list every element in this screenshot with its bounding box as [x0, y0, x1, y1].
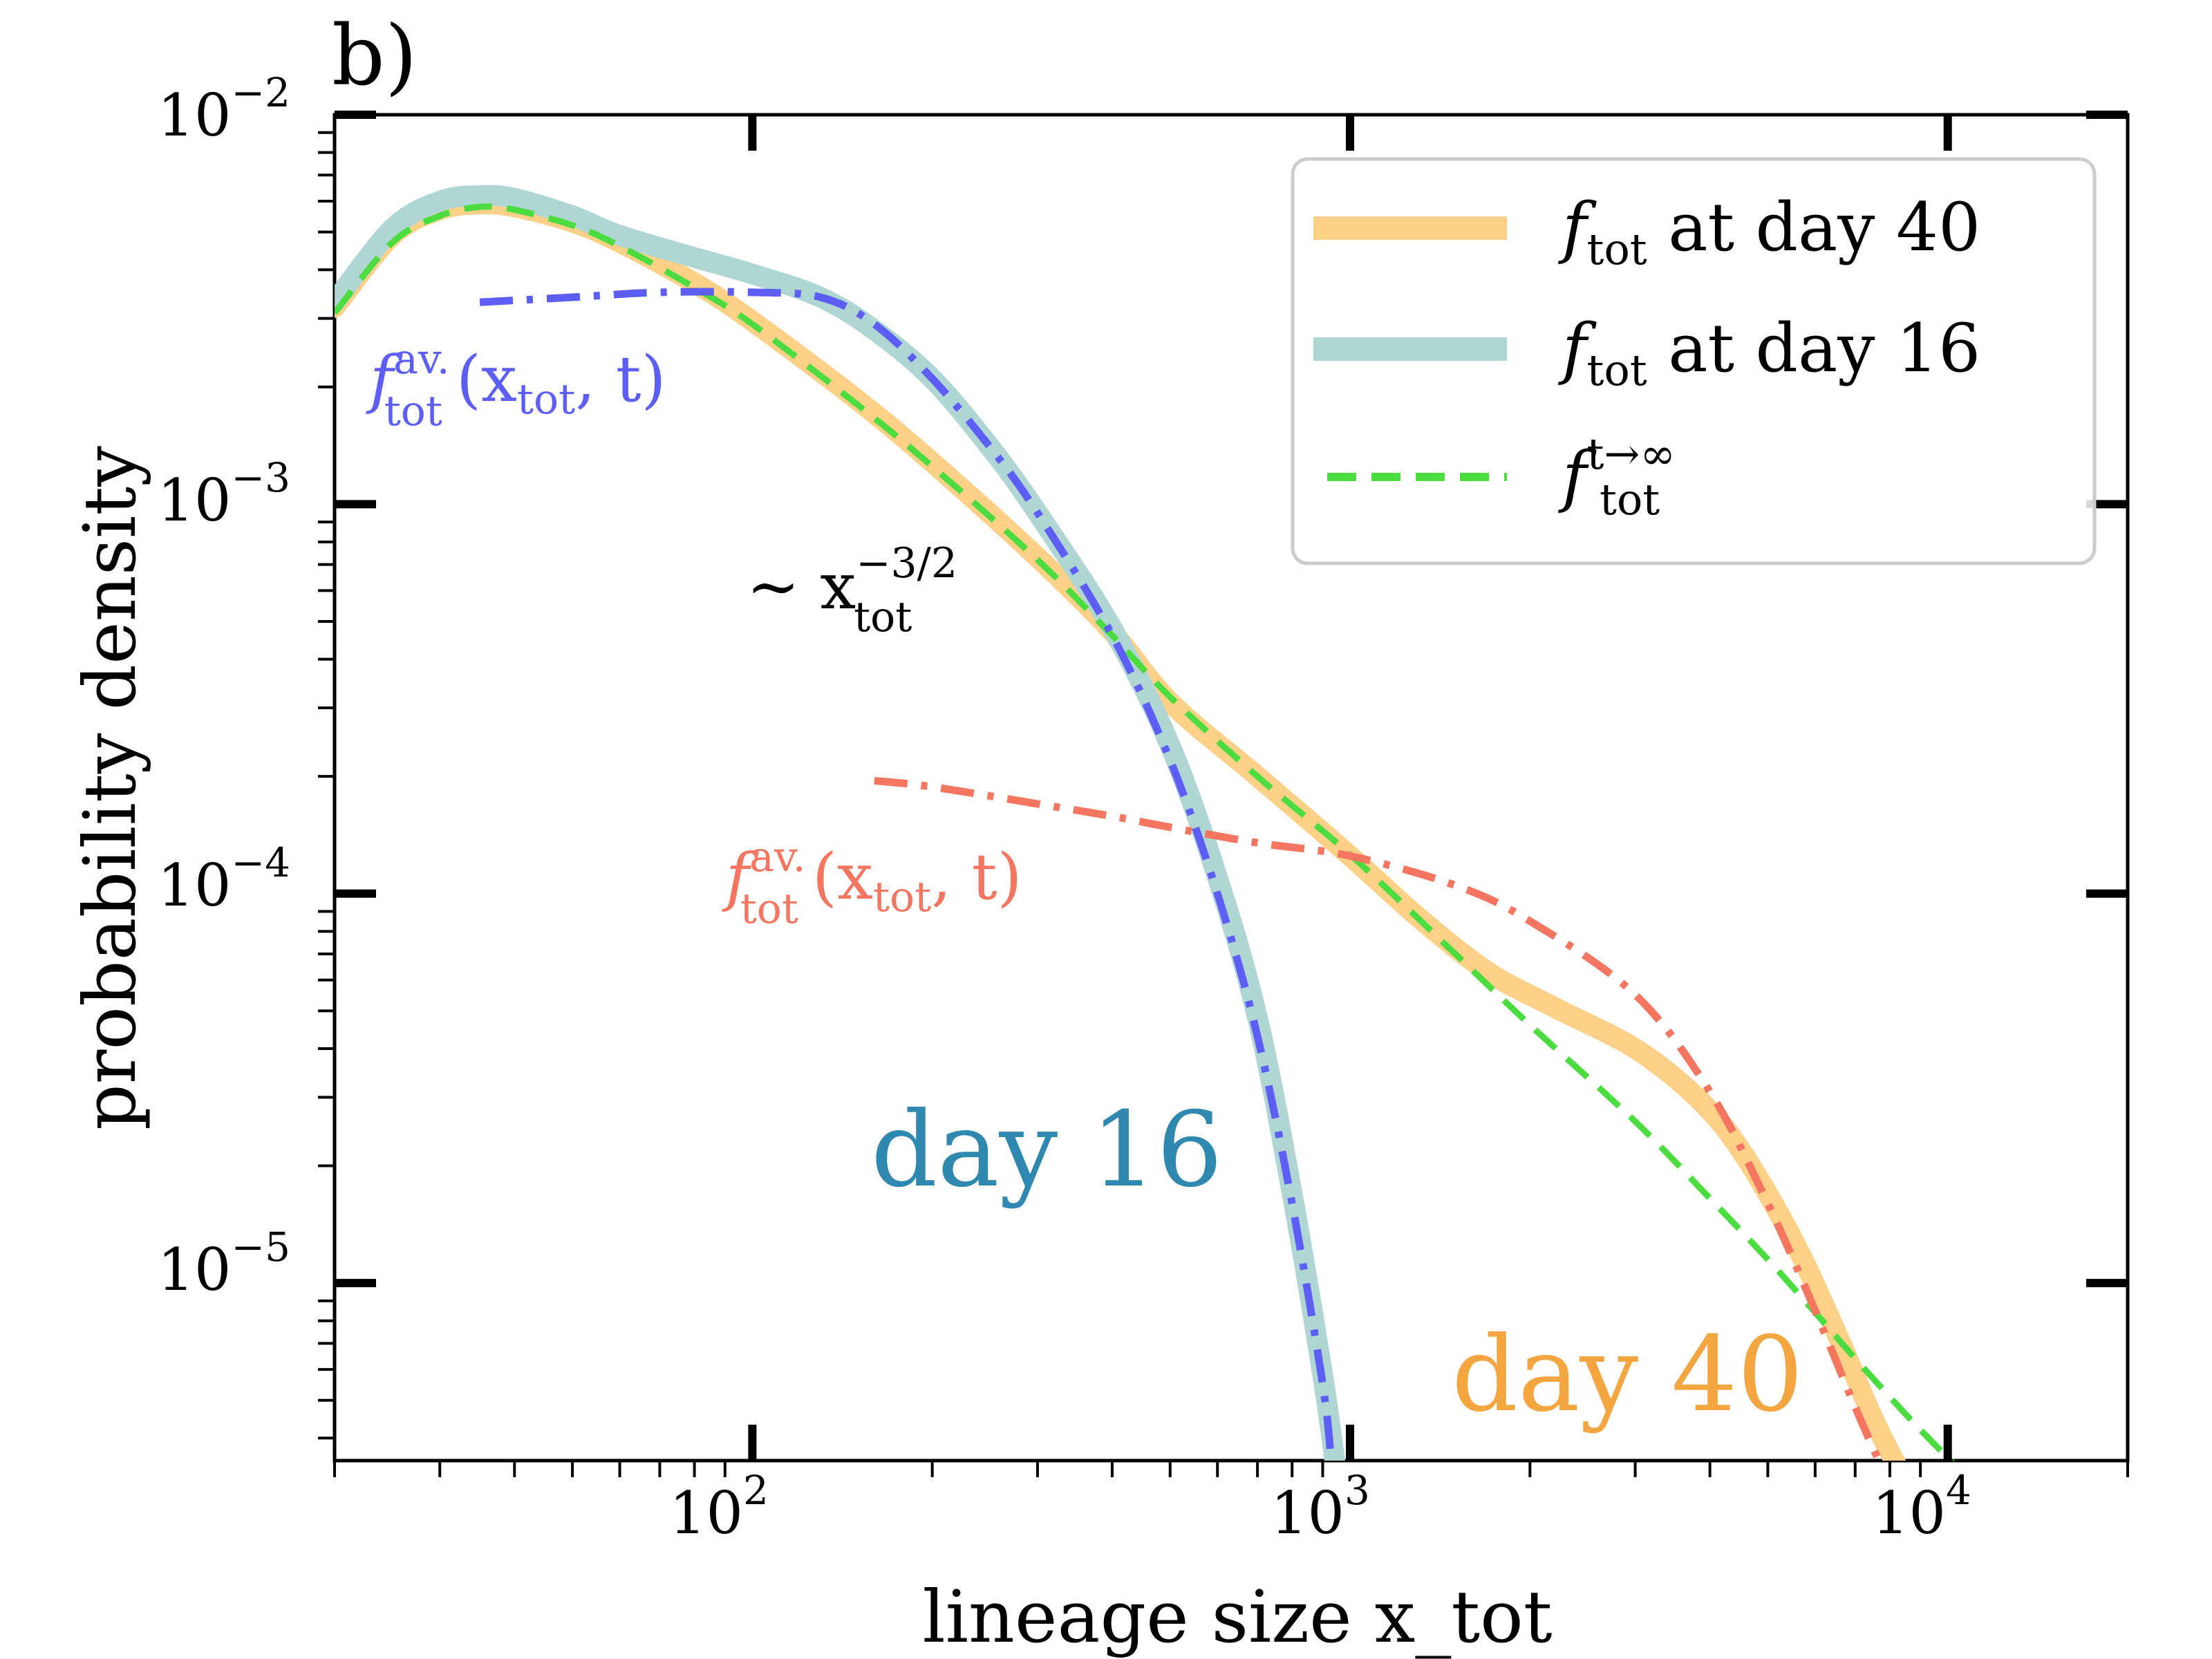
plot-frame [332, 113, 2130, 1463]
power-law-annotation: ∼ x−3/2 tot [747, 539, 957, 641]
legend-label-day40: ftot at day 40 [1558, 189, 1980, 274]
x-tick-label-1e3: 103 [1271, 1467, 1370, 1547]
legend-label-day16: ftot at day 16 [1558, 310, 1980, 395]
series-red-fit [874, 776, 1883, 1461]
series-day16 [335, 185, 1346, 1461]
day40-label: day 40 [1452, 1315, 1803, 1435]
y-tick-label-1e-5: 10−5 [158, 1224, 290, 1304]
legend-box [1291, 157, 2097, 565]
panel-label: b) [332, 8, 418, 104]
y-axis-label: probability density [68, 446, 152, 1130]
y-tick-label-1e-4: 10−4 [158, 839, 290, 919]
series-blue-fit [479, 288, 1335, 1461]
x-tick-label-1e2: 102 [669, 1467, 769, 1547]
y-tick-label-1e-2: 10−2 [158, 69, 290, 149]
red-fit-annotation: fav. tot (xtot, t) [722, 833, 1022, 933]
blue-fit-annotation: fav. tot (xtot, t) [366, 335, 666, 435]
series-layer [335, 185, 1956, 1461]
day16-label: day 16 [871, 1090, 1223, 1210]
series-asymptotic [335, 203, 1956, 1461]
x-axis-label: lineage size x_tot [922, 1575, 1552, 1659]
x-tick-label-1e4: 104 [1872, 1467, 1971, 1547]
legend-label-asymptotic: ft→∞ tot [1558, 429, 1676, 525]
tick-layer [318, 111, 2129, 1477]
legend: ftot at day 40 ftot at day 16 ft→∞ tot [1291, 157, 2097, 565]
y-tick-label-1e-3: 10−3 [158, 454, 290, 534]
